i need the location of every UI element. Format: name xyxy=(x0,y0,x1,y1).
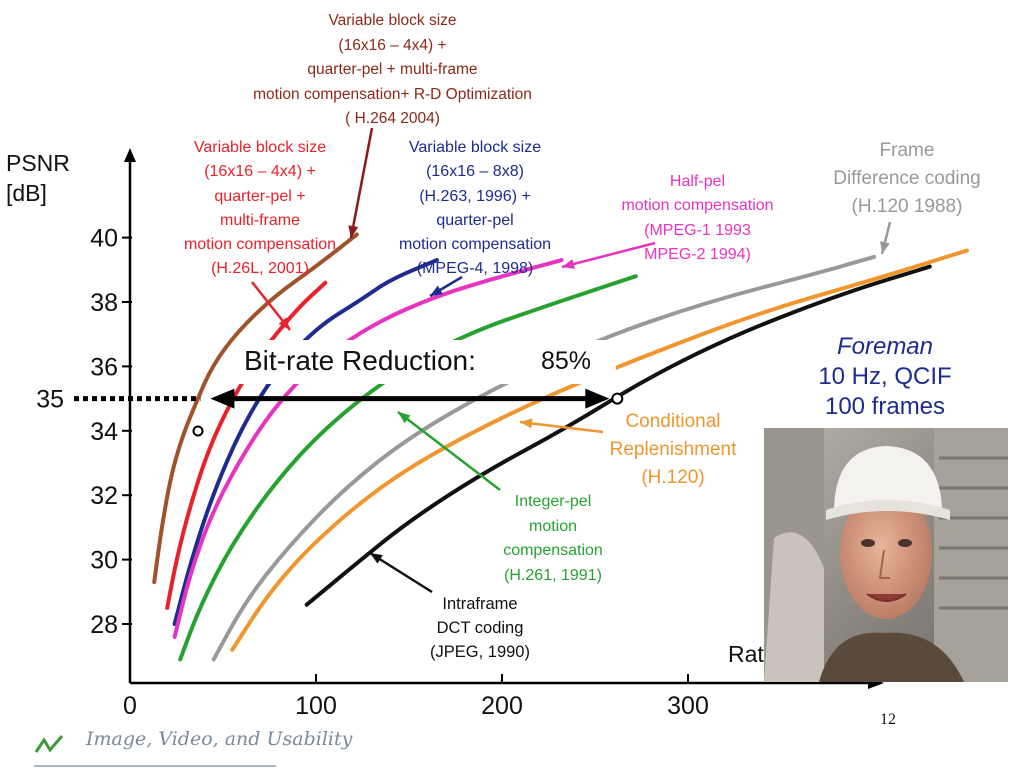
annotation-line: (16x16 – 4x4) + xyxy=(204,163,316,181)
bitrate-reduction-percent: 85% xyxy=(541,347,592,375)
annotation-line: motion compensation+ R-D Optimization xyxy=(253,85,532,103)
annotation-line: (16x16 – 4x4) + xyxy=(338,36,447,54)
annotation-line: (JPEG, 1990) xyxy=(430,643,530,661)
annotation-line: motion compensation xyxy=(398,236,552,254)
annotation-line: (H.263, 1996) + xyxy=(419,187,531,205)
x-tick-label: 300 xyxy=(667,692,709,720)
series-curve xyxy=(152,232,359,585)
annotation-line: multi-frame xyxy=(219,211,300,229)
annotation-h264: Variable block size (16x16 – 4x4) + quar… xyxy=(210,9,575,132)
annotation-line: Integer-pel xyxy=(514,493,592,510)
annotation-arrow-jpeg xyxy=(369,551,433,594)
arrowhead-left xyxy=(210,388,235,409)
annotation-arrow-h261-head xyxy=(398,412,411,424)
series-curve xyxy=(304,264,932,607)
annotation-line: DCT coding xyxy=(436,619,524,637)
annotation-line: Half-pel xyxy=(669,173,726,190)
x-tick-label: 100 xyxy=(295,692,337,720)
annotation-h120-frame-diff: Frame Difference coding (H.120 1988) xyxy=(812,137,1002,221)
y-tick-label: 38 xyxy=(90,289,118,317)
footer-logo: Image, Video, and Usability xyxy=(86,728,353,750)
y-axis-label-line2: [dB] xyxy=(6,180,47,206)
annotation-line: Difference coding xyxy=(833,168,981,189)
annotation-line: quarter-pel + multi-frame xyxy=(307,61,478,78)
series-curve xyxy=(165,280,328,610)
y-tick-label: 30 xyxy=(90,547,118,575)
annotation-arrow-h261 xyxy=(397,411,501,491)
annotation-line: (MPEG-1 1993 xyxy=(644,221,751,239)
sequence-frames: 100 frames xyxy=(824,393,946,420)
annotation-line: Conditional xyxy=(625,411,721,432)
y-tick-label-35: 35 xyxy=(36,386,64,414)
annotation-line: quarter-pel + xyxy=(214,187,306,205)
annotation-arrow-mpeg4-head xyxy=(430,285,443,296)
annotation-line: motion compensation xyxy=(621,197,774,215)
annotation-arrow-h264-head xyxy=(348,225,359,238)
bitrate-label-backing xyxy=(238,340,616,384)
annotation-conditional-replenishment: Conditional Replenishment (H.120) xyxy=(588,408,758,492)
bitrate-reduction-label: Bit-rate Reduction: xyxy=(244,345,476,376)
annotation-arrow-h26l-head xyxy=(278,317,290,330)
x-tick-label: 200 xyxy=(481,692,523,720)
y-tick-label: 40 xyxy=(90,225,118,253)
annotation-line: Frame xyxy=(879,140,935,161)
annotation-line: quarter-pel xyxy=(436,211,514,229)
annotation-arrow-mpeg12 xyxy=(561,241,656,269)
page-number: 12 xyxy=(880,711,896,728)
annotation-line: Variable block size xyxy=(408,139,542,156)
annotation-arrow-conditional-head xyxy=(520,418,533,429)
annotation-mpeg4: Variable block size (16x16 – 8x8) (H.263… xyxy=(370,136,580,282)
annotation-arrow-conditional xyxy=(519,420,604,434)
annotation-line: (H.261, 1991) xyxy=(504,566,602,584)
annotation-line: Replenishment xyxy=(609,439,737,460)
y-tick-label: 34 xyxy=(90,418,118,446)
annotation-jpeg: Intraframe DCT coding (JPEG, 1990) xyxy=(410,592,550,664)
annotation-line: motion xyxy=(528,517,578,535)
annotation-line: Variable block size xyxy=(193,139,327,156)
x-tick-label: 0 xyxy=(123,692,137,720)
foreman-video-frame xyxy=(764,428,1008,682)
series-curve xyxy=(178,274,638,662)
annotation-line: motion compensation xyxy=(183,236,337,254)
arrowhead-right xyxy=(585,388,610,409)
y-axis-label: PSNR [dB] xyxy=(6,148,86,208)
annotation-arrow-h264 xyxy=(349,127,374,239)
annotation-line: (H.26L, 2001) xyxy=(211,260,309,278)
annotation-arrow-mpeg12-head xyxy=(562,259,575,269)
sequence-info: Foreman 10 Hz, QCIF 100 frames xyxy=(790,332,980,422)
operating-point-marker xyxy=(611,392,624,405)
series-curve xyxy=(230,248,969,652)
y-tick-label: 36 xyxy=(90,353,118,381)
annotation-arrow-h120-head xyxy=(880,241,890,254)
sequence-name: Foreman xyxy=(836,333,934,360)
annotation-line: ( H.264 2004) xyxy=(345,110,440,127)
series-curve xyxy=(211,254,876,662)
annotation-line: compensation xyxy=(503,542,603,559)
y-axis-arrowhead xyxy=(124,148,136,162)
annotation-mpeg12: Half-pel motion compensation (MPEG-1 199… xyxy=(595,170,800,267)
footer-logo-icon xyxy=(34,735,64,753)
sequence-format: 10 Hz, QCIF xyxy=(818,363,952,390)
annotation-arrow-jpeg-head xyxy=(370,553,383,564)
annotation-line: (16x16 – 8x8) xyxy=(426,163,524,181)
y-tick-label: 32 xyxy=(90,482,118,510)
annotation-line: (H.120 1988) xyxy=(851,196,963,217)
annotation-line: Intraframe xyxy=(442,595,518,613)
y-tick-label: 28 xyxy=(90,611,118,639)
y-axis-label-line1: PSNR xyxy=(6,150,70,176)
annotation-line: Variable block size xyxy=(328,12,457,29)
annotation-line: (H.120) xyxy=(641,467,705,488)
annotation-line: MPEG-2 1994) xyxy=(644,245,751,263)
annotation-line: (MPEG-4, 1998) xyxy=(416,260,534,278)
operating-point-marker xyxy=(192,425,204,437)
annotation-h26l: Variable block size (16x16 – 4x4) + quar… xyxy=(140,136,380,282)
annotation-h261: Integer-pel motion compensation (H.261, … xyxy=(478,490,628,588)
